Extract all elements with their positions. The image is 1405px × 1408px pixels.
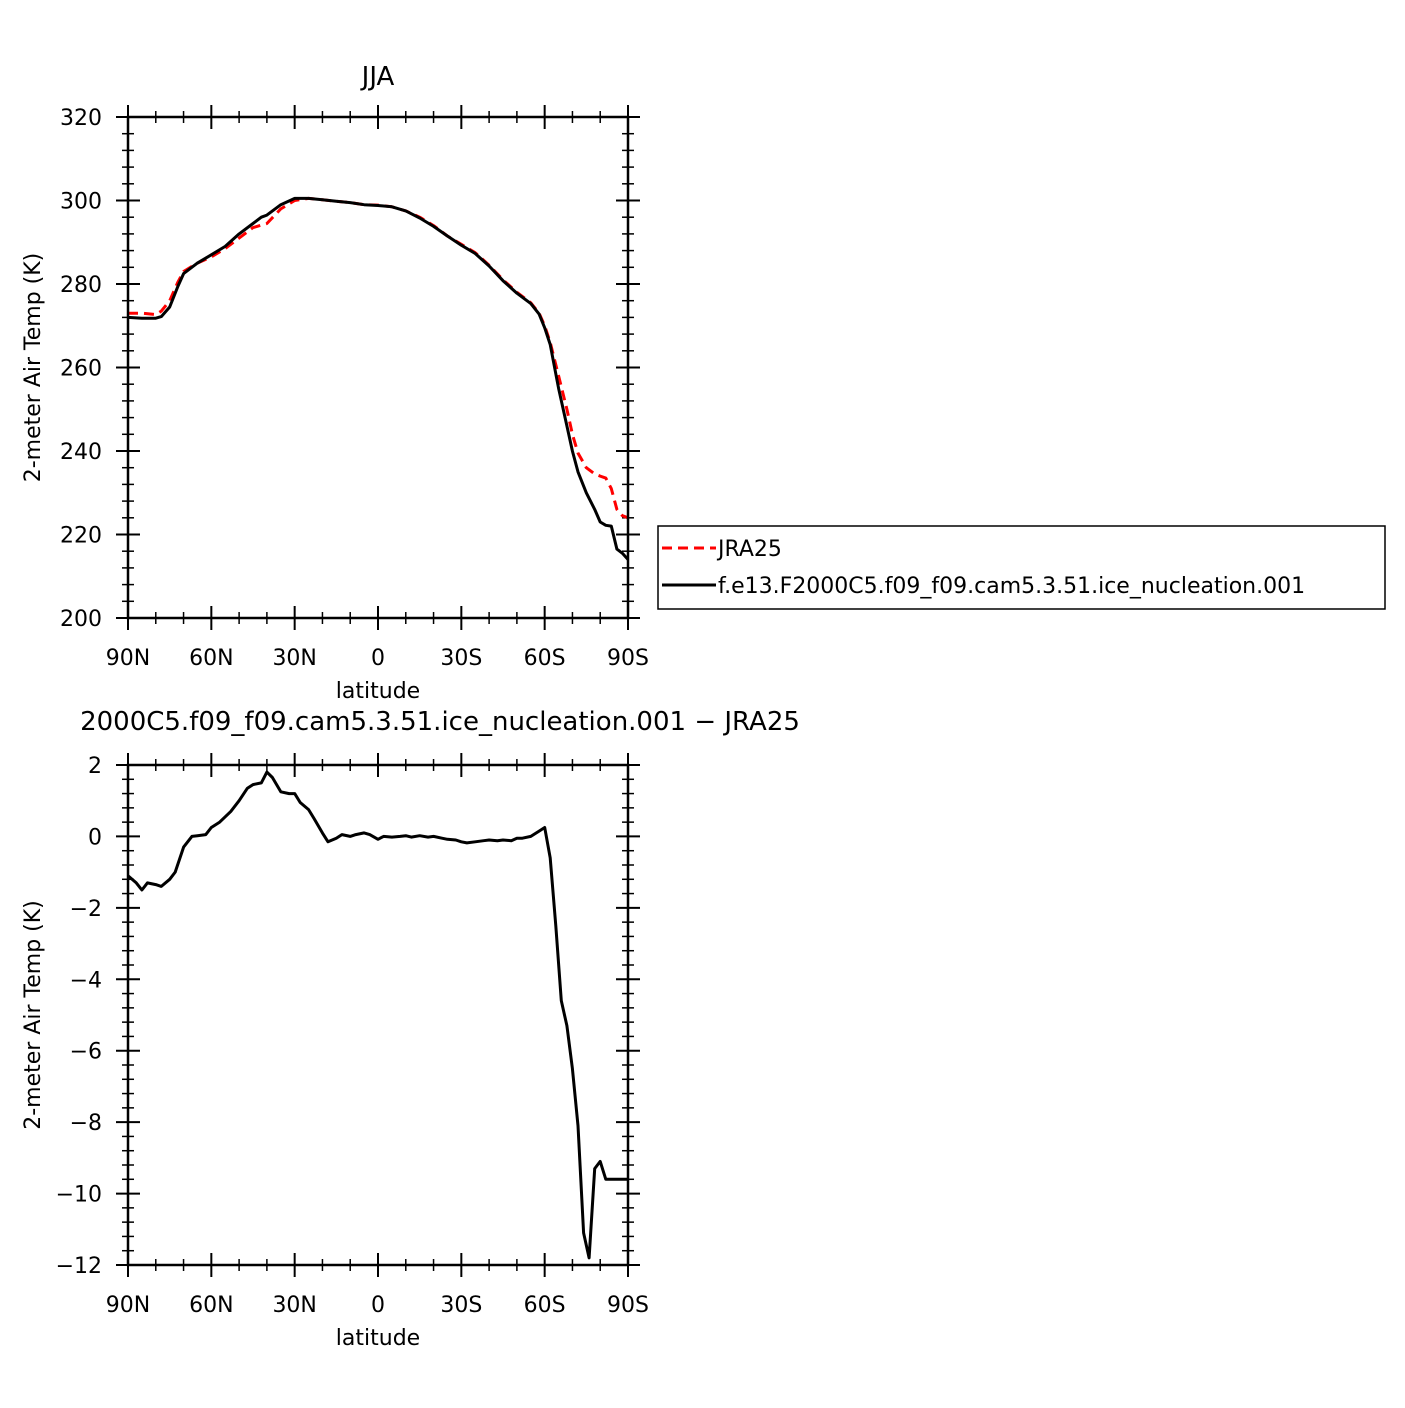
bottom-panel-x-axis-label: latitude (336, 1326, 420, 1351)
top-panel-title: JJA (360, 62, 395, 92)
y-tick-label: −8 (70, 1111, 102, 1136)
y-tick-label: −10 (56, 1183, 102, 1208)
y-tick-label: 200 (60, 607, 102, 632)
legend: JRA25 f.e13.F2000C5.f09_f09.cam5.3.51.ic… (657, 525, 1386, 610)
top-panel-y-axis-label: 2-meter Air Temp (K) (21, 253, 46, 483)
top-panel-x-axis-label: latitude (336, 679, 420, 704)
bottom-panel-series (127, 770, 628, 1260)
y-tick-label: 320 (60, 106, 102, 131)
x-tick-label: 30N (272, 1293, 316, 1318)
y-tick-label: −6 (70, 1040, 102, 1065)
x-tick-label: 0 (371, 1293, 385, 1318)
x-tick-label: 60N (189, 1293, 233, 1318)
y-tick-label: 300 (60, 190, 102, 215)
y-tick-label: −4 (70, 968, 102, 993)
x-tick-label: 60S (524, 646, 566, 671)
y-tick-label: 260 (60, 357, 102, 382)
y-tick-label: 0 (88, 825, 102, 850)
x-tick-label: 90S (607, 646, 649, 671)
bottom-panel-y-axis-label: 2-meter Air Temp (K) (21, 900, 46, 1130)
bottom-panel: 2000C5.f09_f09.cam5.3.51.ice_nucleation.… (21, 707, 800, 1351)
y-tick-label: −12 (56, 1254, 102, 1279)
bottom-panel-title: 2000C5.f09_f09.cam5.3.51.ice_nucleation.… (80, 707, 800, 737)
top-panel-ticks: 90N 60N 30N 0 30S 60S 90S 200 220 240 260 280 300 320 (60, 105, 649, 671)
top-panel: JJA 90N 60N 30N 0 30S 60S 90S 200 220 240 260 280 30… (21, 62, 649, 704)
x-tick-label: 30S (440, 1293, 482, 1318)
x-tick-label: 90N (106, 646, 150, 671)
x-tick-label: 90N (106, 1293, 150, 1318)
top-panel-frame (126, 115, 630, 620)
top-panel-series (127, 196, 630, 561)
y-tick-label: 240 (60, 440, 102, 465)
x-tick-label: 90S (607, 1293, 649, 1318)
x-tick-label: 60N (189, 646, 233, 671)
bottom-panel-ticks: 90N 60N 30N 0 30S 60S 90S −12 −10 −8 −6 −4 −2 0 2 (56, 753, 649, 1318)
y-tick-label: 220 (60, 524, 102, 549)
x-tick-label: 0 (371, 646, 385, 671)
y-tick-label: 280 (60, 273, 102, 298)
x-tick-label: 60S (524, 1293, 566, 1318)
legend-box (657, 525, 1386, 610)
bottom-panel-frame (126, 763, 630, 1267)
legend-label-model: f.e13.F2000C5.f09_f09.cam5.3.51.ice_nucl… (718, 574, 1305, 599)
y-tick-label: 2 (88, 754, 102, 779)
y-tick-label: −2 (70, 897, 102, 922)
series-line-difference (127, 770, 628, 1260)
series-line-model (127, 196, 630, 561)
x-tick-label: 30N (272, 646, 316, 671)
legend-label-jra25: JRA25 (716, 537, 782, 562)
x-tick-label: 30S (440, 646, 482, 671)
